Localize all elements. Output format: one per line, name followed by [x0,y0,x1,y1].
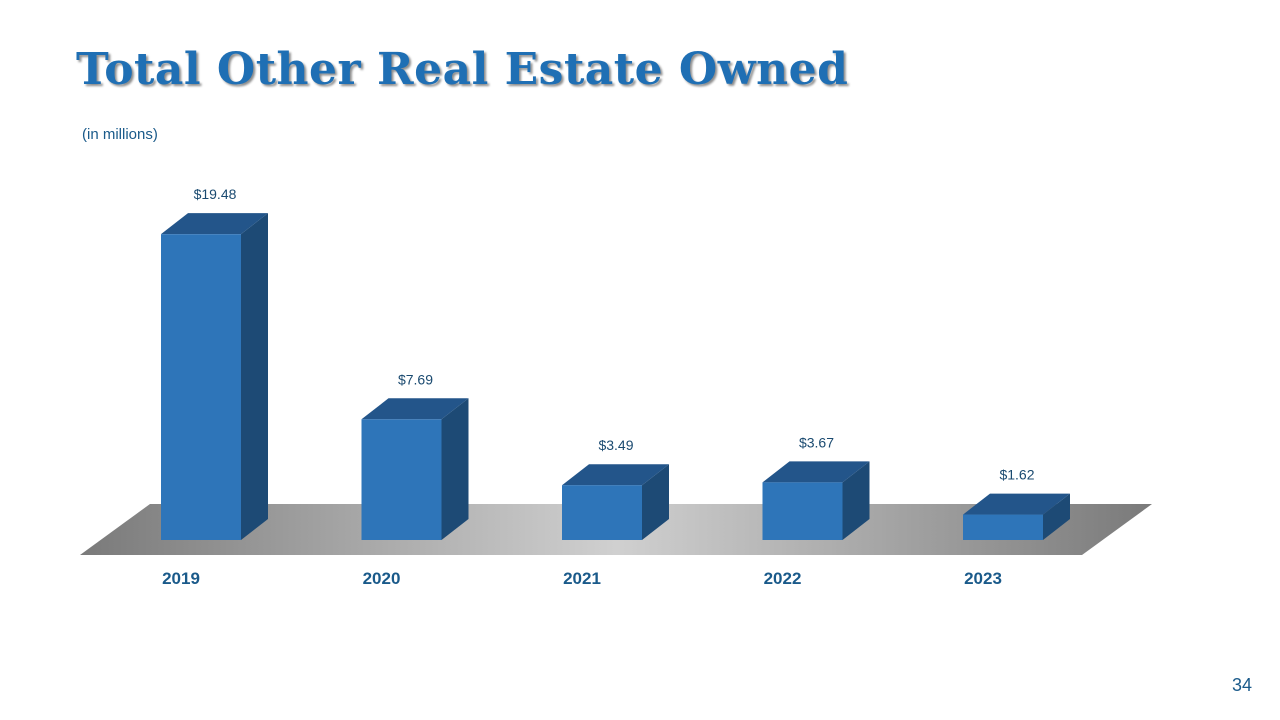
data-label: $3.49 [598,437,633,453]
bar-front [762,482,843,540]
category-labels: 2019 2020 2021 2022 2023 [162,569,1002,588]
data-labels: $19.48 $7.69 $3.49 $3.67 $1.62 [194,186,1035,482]
category-label: 2022 [764,569,802,588]
bar-series [161,213,1070,540]
bar-front [963,514,1043,540]
bar-side [241,213,268,540]
bar-top [762,461,870,483]
bar-side [842,461,870,540]
bar-front [161,234,241,540]
category-label: 2020 [363,569,401,588]
bar [161,213,268,540]
bar-top [963,493,1070,515]
category-label: 2023 [964,569,1002,588]
bar-front [562,485,642,540]
chart-subtitle: (in millions) [82,126,158,143]
bar [963,493,1070,540]
bar-side [441,398,469,540]
page-title: Total Other Real Estate Owned [76,44,849,95]
bar-top [361,398,469,420]
category-label: 2019 [162,569,200,588]
data-label: $1.62 [999,467,1034,483]
bar [562,464,669,540]
data-label: $19.48 [194,186,237,202]
bar-side [1043,493,1070,540]
bar [361,398,469,540]
bar-top [562,464,669,486]
bar-top [161,213,268,235]
bar-front [361,419,442,540]
data-label: $7.69 [398,371,433,387]
bar [762,461,870,540]
page-number: 34 [1231,675,1252,695]
category-label: 2021 [563,569,601,588]
data-label: $3.67 [799,434,834,450]
bar-side [642,464,669,540]
